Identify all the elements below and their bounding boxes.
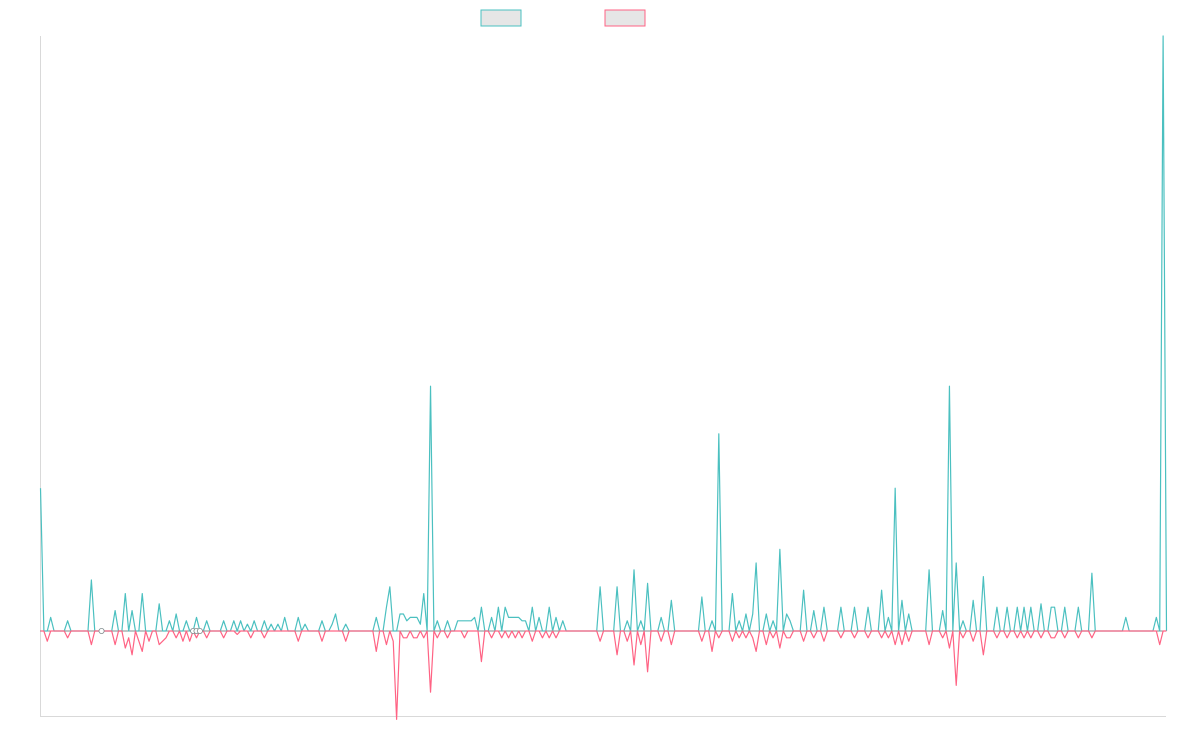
series-line-2 [40, 630, 1167, 721]
legend-swatch-series-2[interactable] [604, 9, 646, 27]
point-marker-4[interactable] [196, 628, 203, 635]
legend [480, 9, 646, 27]
axes [40, 36, 1166, 717]
series-layer [39, 35, 1168, 721]
legend-swatch-series-1[interactable] [480, 9, 522, 27]
point-marker-1[interactable] [98, 628, 105, 635]
series-line-1 [39, 35, 1168, 632]
